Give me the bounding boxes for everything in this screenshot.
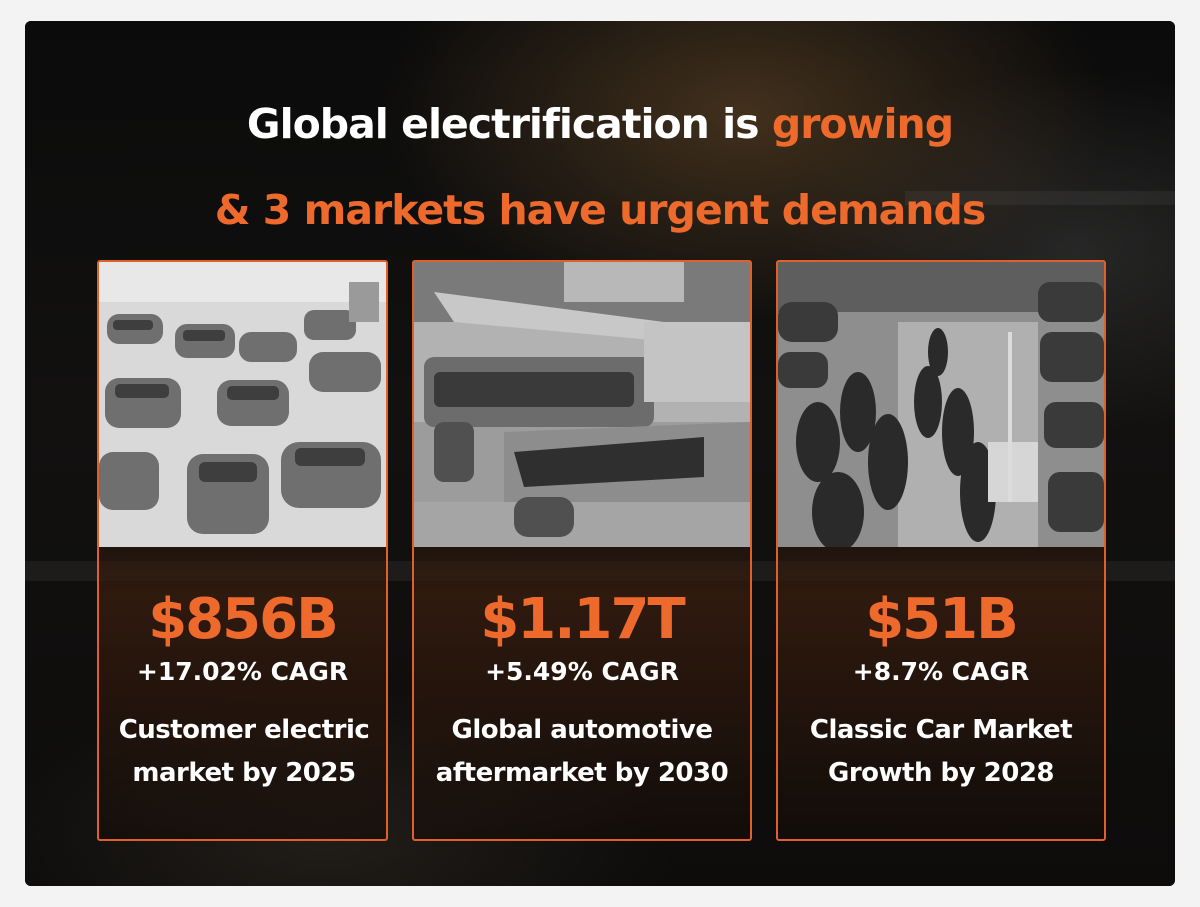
cagr-rate: +8.7% CAGR <box>852 657 1030 686</box>
market-value: $1.17T <box>480 587 685 652</box>
market-value: $51B <box>865 587 1019 652</box>
market-value: $856B <box>148 587 339 652</box>
market-card-classic: $51B +8.7% CAGR Classic Car Market Growt… <box>776 260 1106 841</box>
headline-line-1: Global electrification is growing <box>246 100 954 148</box>
background-detail <box>905 191 1175 205</box>
market-card-electric: $856B +17.02% CAGR Customer electric mar… <box>97 260 388 841</box>
market-description: Classic Car Market Growth by 2028 <box>809 715 1073 788</box>
cagr-rate: +17.02% CAGR <box>136 657 349 686</box>
card-stats: $51B +8.7% CAGR Classic Car Market Growt… <box>778 547 1104 839</box>
market-description: Global automotive aftermarket by 2030 <box>435 715 729 788</box>
car-show-crowd-photo <box>778 262 1104 547</box>
cagr-rate: +5.49% CAGR <box>485 657 679 686</box>
market-description: Customer electric market by 2025 <box>118 715 370 788</box>
market-card-aftermarket: $1.17T +5.49% CAGR Global automotive aft… <box>412 260 752 841</box>
card-stats: $1.17T +5.49% CAGR Global automotive aft… <box>414 547 750 839</box>
electric-cars-lot-photo <box>99 262 386 547</box>
headline-accent-word: growing <box>771 100 954 148</box>
card-stats: $856B +17.02% CAGR Customer electric mar… <box>99 547 386 839</box>
infographic-panel: Global electrification is growing & 3 ma… <box>25 21 1175 886</box>
headline: Global electrification is growing & 3 ma… <box>25 81 1175 253</box>
headline-line-2: & 3 markets have urgent demands <box>214 186 986 234</box>
classic-cars-open-hoods-photo <box>414 262 750 547</box>
